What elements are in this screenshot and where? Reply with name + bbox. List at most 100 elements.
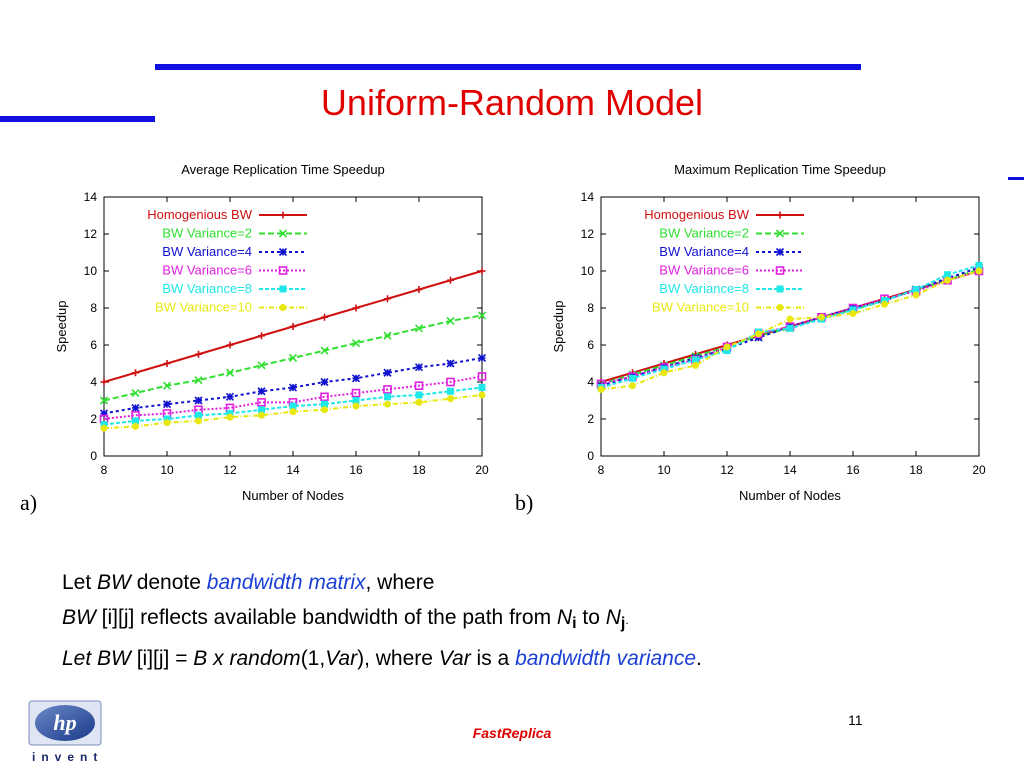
y-tick-label: 12 (84, 227, 98, 241)
data-point (194, 396, 203, 405)
series-4 (100, 384, 486, 429)
y-tick-label: 4 (587, 375, 594, 389)
data-point-d2 (225, 392, 235, 401)
data-point (786, 315, 794, 323)
x-tick-label: 16 (846, 463, 860, 477)
svg-text:hp: hp (53, 710, 76, 735)
data-point (629, 382, 636, 390)
x-axis-label: Number of Nodes (739, 488, 841, 503)
data-point-d2 (194, 376, 203, 385)
data-point (881, 297, 888, 305)
data-point (288, 353, 298, 363)
series-1 (99, 311, 487, 405)
data-point (195, 350, 202, 358)
legend-marker-d2 (775, 229, 785, 238)
data-point-d2 (162, 381, 172, 390)
data-point (289, 402, 297, 410)
data-point-d2 (131, 389, 140, 398)
data-point (944, 276, 951, 284)
series-5 (100, 391, 486, 432)
data-point (629, 374, 636, 382)
data-point (131, 389, 140, 398)
y-tick-label: 0 (587, 449, 594, 463)
legend-marker (279, 211, 287, 219)
x-tick-label: 20 (972, 463, 986, 477)
y-tick-label: 6 (90, 338, 97, 352)
data-point-d2 (257, 387, 266, 396)
series-0 (100, 267, 486, 386)
data-point (100, 424, 108, 432)
data-point-d2 (477, 311, 487, 320)
legend-marker-d2 (278, 229, 288, 238)
data-point (660, 369, 668, 377)
hp-logo: hp (28, 700, 102, 746)
data-point (597, 385, 605, 393)
data-point (477, 372, 487, 381)
data-point (352, 397, 360, 404)
legend-marker (776, 304, 784, 311)
data-point (131, 403, 140, 412)
data-point (478, 267, 486, 275)
data-point-d2 (383, 331, 392, 340)
data-point (226, 413, 234, 421)
series-4 (597, 261, 983, 392)
legend-label: BW Variance=4 (659, 244, 749, 259)
data-point (881, 300, 888, 308)
panel-label-a: a) (20, 490, 38, 515)
data-point (321, 406, 328, 414)
data-point (132, 369, 139, 377)
y-tick-label: 10 (84, 264, 98, 278)
data-point (226, 409, 234, 417)
average-speedup-chart: Average Replication Time Speedup 0 2 4 6 8 10 1… (54, 162, 489, 503)
legend-label: BW Variance=2 (162, 226, 252, 241)
data-point (446, 359, 455, 368)
data-point-d2 (414, 363, 424, 372)
data-point (225, 368, 235, 377)
data-point (384, 400, 391, 408)
legend-marker (278, 266, 288, 275)
data-point (321, 313, 328, 321)
data-point (162, 400, 172, 409)
maximum-speedup-chart: Maximum Replication Time Speedup 0 2 4 6 8 10 1… (551, 162, 986, 503)
right-accent-bar (1008, 177, 1024, 180)
data-point (477, 353, 487, 363)
data-point (225, 392, 235, 401)
data-point (352, 304, 360, 312)
data-point (755, 330, 762, 338)
data-point (414, 381, 424, 390)
y-tick-label: 14 (581, 190, 595, 204)
y-tick-label: 10 (581, 264, 595, 278)
legend-marker (776, 211, 784, 219)
x-tick-label: 12 (720, 463, 734, 477)
y-axis-label: Speedup (54, 300, 69, 352)
data-point (818, 313, 825, 321)
legend-label: BW Variance=10 (155, 300, 252, 315)
x-tick-label: 12 (223, 463, 237, 477)
data-point-d2 (131, 403, 140, 412)
series-5 (597, 267, 983, 393)
data-point (352, 402, 360, 410)
footer-title: FastReplica (472, 725, 552, 741)
legend-label: BW Variance=10 (652, 300, 749, 315)
data-point (383, 331, 392, 340)
data-point (478, 391, 486, 399)
data-point (692, 356, 699, 364)
data-point (258, 406, 265, 414)
data-point (258, 411, 265, 419)
data-point (975, 261, 983, 269)
data-point (289, 408, 297, 416)
data-point (163, 360, 171, 367)
legend-label: BW Variance=8 (659, 281, 749, 296)
series-line (103, 375, 483, 420)
slide-title: Uniform-Random Model (320, 82, 704, 123)
data-point (132, 422, 139, 430)
data-point (477, 311, 487, 320)
data-point-d2 (320, 377, 329, 387)
data-point (723, 343, 731, 351)
data-point (446, 377, 455, 387)
y-tick-label: 8 (90, 301, 97, 315)
description-line-1: Let BW denote bandwidth matrix, where (62, 571, 435, 594)
data-point-d2 (288, 353, 298, 363)
legend-marker (775, 266, 785, 275)
legend-marker (776, 285, 784, 293)
